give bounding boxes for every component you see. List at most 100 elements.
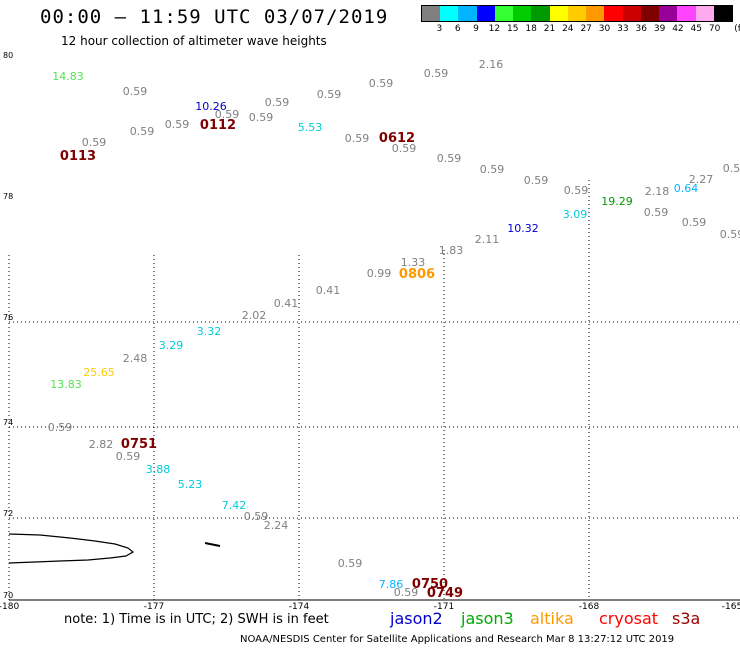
scale-value-label: 39 xyxy=(653,24,666,34)
legend-item-s3a: s3a xyxy=(672,609,701,628)
scale-color-box xyxy=(640,6,660,21)
longitude-label: -177 xyxy=(144,602,164,612)
longitude-label: -180 xyxy=(0,602,19,612)
wave-height-value: 1.33 xyxy=(401,256,426,269)
wave-height-value: 0.59 xyxy=(123,85,148,98)
wave-height-value: 2.48 xyxy=(123,352,148,365)
wave-height-value: 0.59 xyxy=(265,96,290,109)
scale-value-label: 33 xyxy=(617,24,629,34)
wave-height-value: 0.59 xyxy=(564,184,589,197)
scale-value-label: 45 xyxy=(690,24,703,34)
island-outline xyxy=(204,542,221,547)
wave-height-value: 0.59 xyxy=(116,450,141,463)
wave-height-value: 0.59 xyxy=(644,206,669,219)
latitude-label: 74 xyxy=(3,418,13,427)
wave-height-value: 19.29 xyxy=(601,195,633,208)
wave-height-value: 0.59 xyxy=(424,67,449,80)
scale-value-label: 36 xyxy=(635,24,647,34)
wave-height-value: 10.26 xyxy=(195,100,227,113)
scale-value-label: 24 xyxy=(562,24,574,34)
observation-time: 0749 xyxy=(427,586,463,601)
observation-time: 0751 xyxy=(121,437,157,452)
wave-height-value: 2.18 xyxy=(645,185,670,198)
wave-height-value: 0.99 xyxy=(367,267,392,280)
wave-height-value: 1.83 xyxy=(439,244,464,257)
wave-height-value: 0.41 xyxy=(274,297,299,310)
graticule xyxy=(8,180,740,601)
color-scale-boxes xyxy=(421,5,733,22)
wave-height-value: 2.02 xyxy=(242,309,267,322)
wave-height-value: 2.24 xyxy=(264,519,289,532)
wave-height-value: 0.59 xyxy=(165,118,190,131)
wave-height-value: 0.59 xyxy=(48,421,73,434)
scale-color-box xyxy=(567,6,587,21)
longitude-label: -171 xyxy=(434,602,454,612)
wave-height-value: 2.27 xyxy=(689,173,714,186)
legend-item-altika: altika xyxy=(530,609,574,628)
wave-height-value: 25.65 xyxy=(83,366,115,379)
observation-time: 0750 xyxy=(412,577,448,592)
longitude-label: -168 xyxy=(579,602,600,612)
wave-height-value: 0.59 xyxy=(82,136,107,149)
wave-height-labels: 14.830.5910.260.590.590.590.590.592.160.… xyxy=(48,58,740,599)
scale-value-label: 9 xyxy=(473,24,479,34)
wave-height-value: 3.32 xyxy=(197,325,222,338)
scale-color-box xyxy=(476,6,495,21)
axis-labels: 80 78 76 74 72 70 -180 -177 -174 -171 -168 -165 xyxy=(0,51,740,612)
map-title: 00:00 – 11:59 UTC 03/07/2019 xyxy=(40,6,389,28)
scale-color-box xyxy=(604,6,623,21)
wave-height-value: 14.83 xyxy=(52,70,84,83)
latitude-label: 70 xyxy=(3,591,13,600)
wave-height-value: 0.59 xyxy=(720,228,740,241)
wave-height-value: 0.59 xyxy=(345,132,370,145)
latitude-label: 78 xyxy=(3,192,13,201)
scale-value-label: 21 xyxy=(543,24,556,34)
wave-height-value: 0.59 xyxy=(317,88,342,101)
scale-value-label: 30 xyxy=(598,24,611,34)
legend-item-cryosat: cryosat xyxy=(599,609,659,628)
credit-footer: NOAA/NESDIS Center for Satellite Applica… xyxy=(240,634,675,645)
wave-height-value: 0.59 xyxy=(394,586,419,599)
scale-value-label: 15 xyxy=(507,24,519,34)
scale-color-box xyxy=(549,6,568,21)
wave-height-value: 0.59 xyxy=(437,152,462,165)
observation-time: 0806 xyxy=(399,267,435,282)
map-note: note: 1) Time is in UTC; 2) SWH is in fe… xyxy=(64,612,329,627)
wave-height-value: 3.09 xyxy=(563,208,588,221)
wave-height-value: 3.29 xyxy=(159,339,184,352)
scale-unit-label: (ft) xyxy=(734,24,740,34)
wave-height-value: 0.59 xyxy=(338,557,363,570)
scale-color-box xyxy=(458,6,477,21)
land-outline xyxy=(8,533,135,564)
wave-height-value: 2.11 xyxy=(475,233,500,246)
latitude-label: 80 xyxy=(3,51,13,60)
scale-color-box xyxy=(422,6,441,21)
wave-height-value: 5.23 xyxy=(178,478,203,491)
scale-value-label: 3 xyxy=(436,24,443,34)
coastline xyxy=(8,533,221,564)
wave-height-value: 13.83 xyxy=(50,378,82,391)
scale-color-box xyxy=(586,6,605,21)
scale-value-label: 27 xyxy=(580,24,592,34)
legend-item-jason2: jason2 xyxy=(390,609,443,628)
wave-height-value: 7.86 xyxy=(379,578,404,591)
wave-height-value: 10.32 xyxy=(507,222,539,235)
latitude-label: 72 xyxy=(3,509,13,518)
scale-color-box xyxy=(440,6,459,21)
wave-height-value: 0.59 xyxy=(215,108,240,121)
scale-color-box xyxy=(677,6,696,21)
wave-height-value: 0.41 xyxy=(316,284,341,297)
legend-item-jason3: jason3 xyxy=(461,609,514,628)
scale-value-label: 70 xyxy=(708,24,721,34)
latitude-label: 76 xyxy=(3,313,13,322)
scale-value-label: 12 xyxy=(488,24,501,34)
scale-color-box xyxy=(513,6,532,21)
observation-time: 0112 xyxy=(200,118,236,133)
scale-color-box xyxy=(695,6,714,21)
observation-time: 0113 xyxy=(60,149,96,164)
wave-height-value: 5.53 xyxy=(298,121,323,134)
wave-height-value: 0.59 xyxy=(244,510,269,523)
